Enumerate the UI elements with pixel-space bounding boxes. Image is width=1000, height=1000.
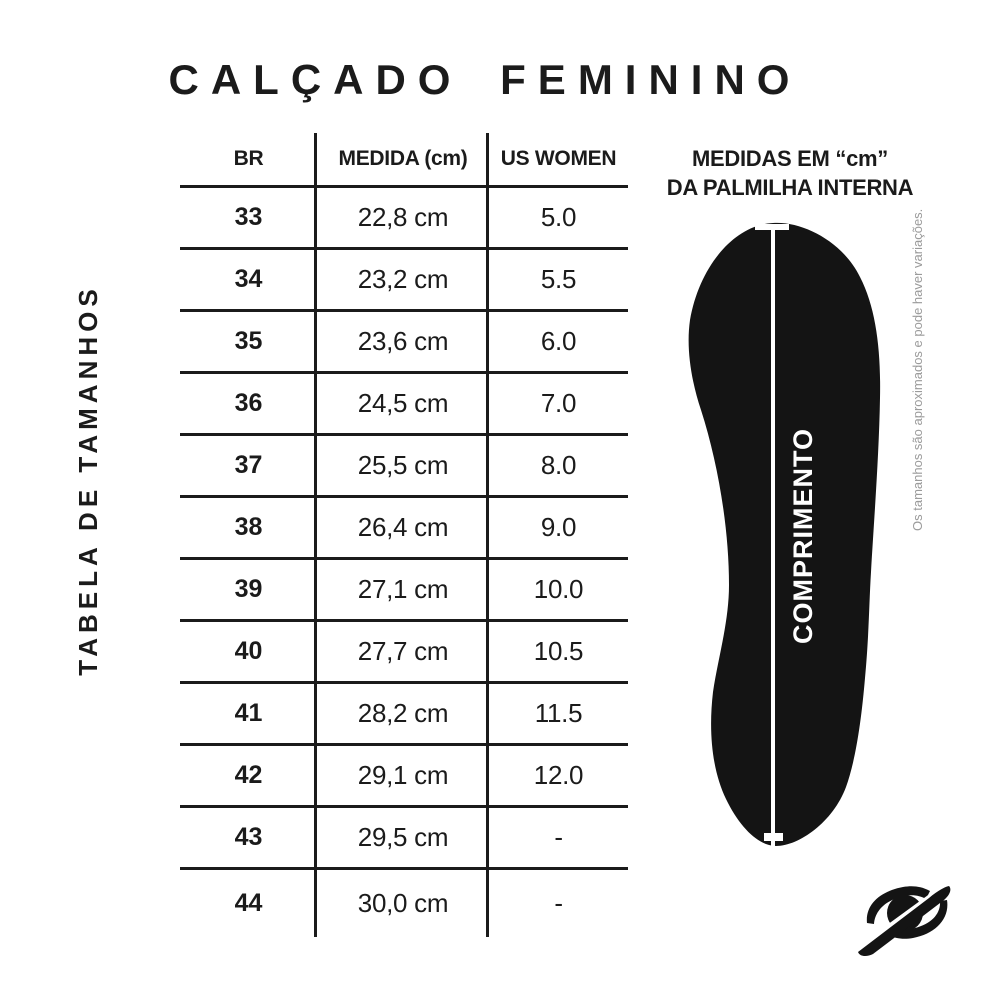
- table-row: 36 24,5 cm 7.0: [180, 374, 628, 436]
- cell-br: 37: [234, 451, 263, 479]
- table-row: 35 23,6 cm 6.0: [180, 312, 628, 374]
- table-row: 39 27,1 cm 10.0: [180, 560, 628, 622]
- cell-us: 12.0: [533, 760, 584, 790]
- cell-us: 6.0: [540, 326, 577, 356]
- table-row: 44 30,0 cm -: [180, 870, 628, 936]
- cell-br: 36: [234, 389, 263, 417]
- logo-upper-arc: [866, 886, 930, 924]
- mormaii-logo-icon: [856, 877, 958, 957]
- page-title: CALÇADO FEMININO: [168, 56, 802, 103]
- length-measure-line: [771, 226, 775, 848]
- cell-us: 5.0: [540, 202, 577, 232]
- cell-br: 40: [234, 637, 263, 665]
- insole-silhouette: [688, 222, 881, 846]
- logo-slash: [858, 886, 951, 957]
- cell-us: 11.5: [534, 698, 583, 728]
- table-row: 43 29,5 cm -: [180, 808, 628, 870]
- cell-medida: 22,8 cm: [357, 202, 449, 232]
- cell-br: 43: [234, 823, 263, 851]
- cell-us: -: [554, 887, 563, 918]
- table-row: 34 23,2 cm 5.5: [180, 250, 628, 312]
- cell-us: 10.5: [533, 636, 584, 666]
- cell-br: 41: [234, 699, 263, 727]
- cell-br: 42: [234, 761, 263, 789]
- cell-medida: 27,1 cm: [357, 574, 449, 604]
- header-medida: MEDIDA (cm): [338, 147, 468, 170]
- cell-medida: 24,5 cm: [357, 388, 449, 418]
- cell-br: 33: [234, 203, 263, 231]
- column-divider-2: [486, 133, 489, 937]
- table-header-row: BR MEDIDA (cm) US WOMEN: [180, 133, 628, 188]
- cell-br: 35: [234, 327, 263, 355]
- table-row: 42 29,1 cm 12.0: [180, 746, 628, 808]
- length-label: COMPRIMENTO: [788, 428, 818, 645]
- cell-medida: 23,2 cm: [357, 264, 449, 294]
- cell-medida: 29,5 cm: [357, 822, 449, 852]
- cell-medida: 26,4 cm: [357, 512, 449, 542]
- cell-us: -: [554, 822, 563, 852]
- cell-medida: 23,6 cm: [357, 326, 449, 356]
- insole-heading-line2: DA PALMILHA INTERNA: [666, 175, 914, 200]
- cell-br: 39: [234, 575, 263, 603]
- cell-br: 44: [234, 888, 263, 917]
- disclaimer-note: Os tamanhos são aproximados e pode haver…: [910, 208, 925, 531]
- cell-medida: 27,7 cm: [357, 636, 449, 666]
- table-side-label: TABELA DE TAMANHOS: [73, 284, 103, 676]
- cell-us: 7.0: [540, 388, 577, 418]
- cell-br: 38: [234, 513, 263, 541]
- insole-heading: MEDIDAS EM “cm” DA PALMILHA INTERNA: [660, 144, 920, 202]
- cell-medida: 28,2 cm: [357, 698, 449, 728]
- cell-medida: 29,1 cm: [357, 760, 449, 790]
- header-us-women: US WOMEN: [500, 147, 617, 170]
- cell-us: 8.0: [540, 450, 577, 480]
- table-row: 41 28,2 cm 11.5: [180, 684, 628, 746]
- header-br: BR: [233, 147, 264, 170]
- insole-diagram: [688, 222, 881, 848]
- table-row: 33 22,8 cm 5.0: [180, 188, 628, 250]
- cell-br: 34: [234, 265, 263, 293]
- table-row: 37 25,5 cm 8.0: [180, 436, 628, 498]
- cell-us: 9.0: [540, 512, 577, 542]
- cell-medida: 30,0 cm: [357, 887, 449, 918]
- table-row: 38 26,4 cm 9.0: [180, 498, 628, 560]
- column-divider-1: [314, 133, 317, 937]
- measure-line-top-tick: [755, 224, 789, 230]
- insole-heading-line1: MEDIDAS EM “cm”: [692, 146, 888, 171]
- logo-lower-arc: [886, 900, 948, 939]
- cell-medida: 25,5 cm: [357, 450, 449, 480]
- table-row: 40 27,7 cm 10.5: [180, 622, 628, 684]
- measure-line-bottom-tick: [764, 833, 783, 841]
- size-table: BR MEDIDA (cm) US WOMEN 33 22,8 cm 5.0 3…: [180, 133, 628, 937]
- cell-us: 5.5: [540, 264, 577, 294]
- cell-us: 10.0: [533, 574, 584, 604]
